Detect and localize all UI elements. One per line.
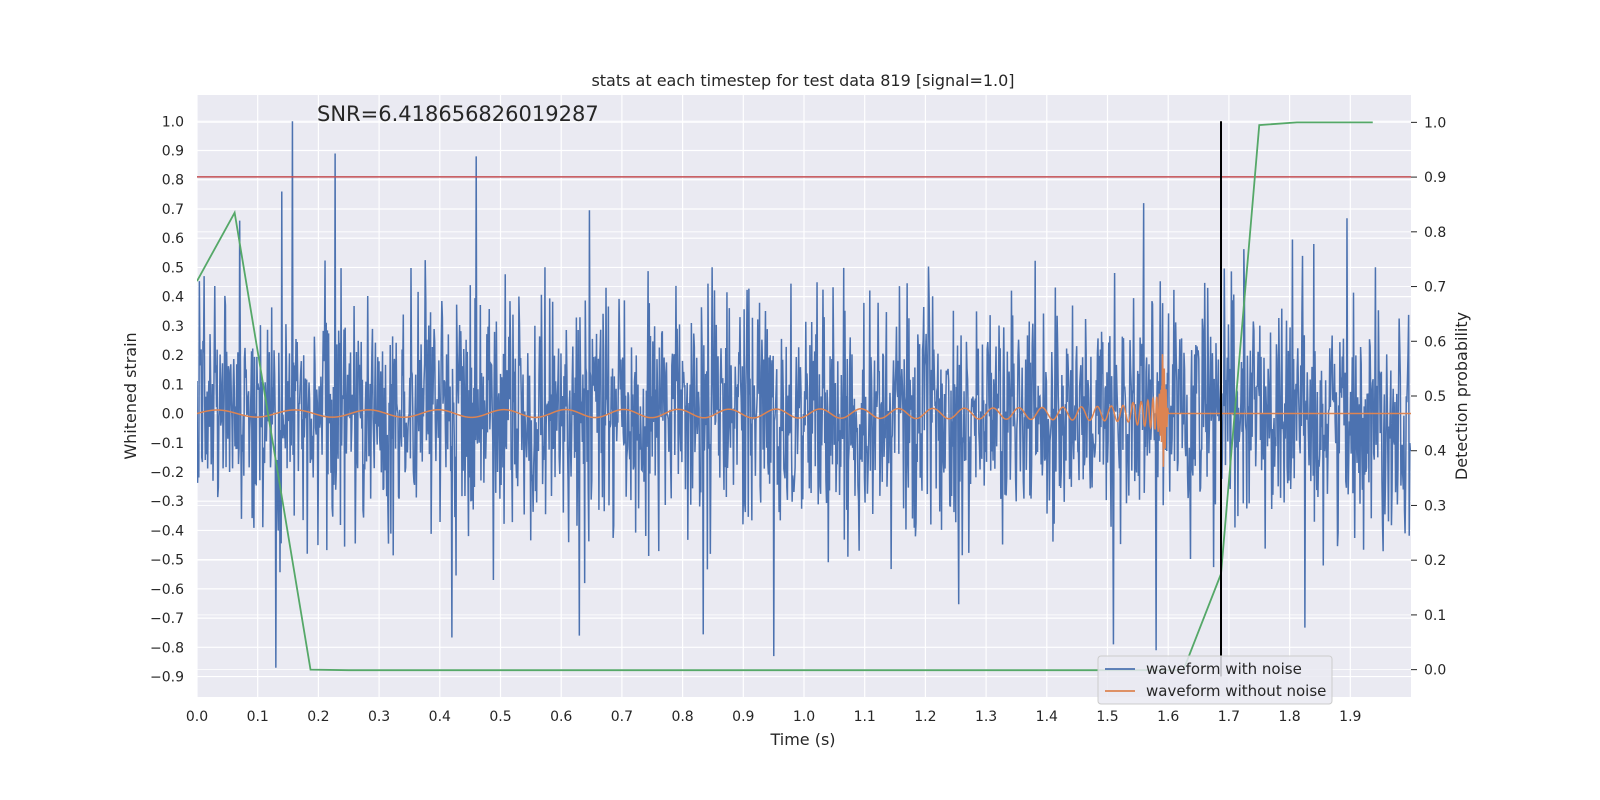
y2-tick-label: 0.6 xyxy=(1424,334,1446,350)
y-tick-label: −0.8 xyxy=(150,640,184,656)
y2-tick-labels: 1.0 0.9 0.8 0.7 0.6 0.5 0.4 0.3 0.2 0.1 0.0 xyxy=(1411,115,1446,679)
y-tick-label: 0.4 xyxy=(162,290,184,306)
x-tick-label: 1.9 xyxy=(1339,709,1361,725)
legend-label-clean: waveform without noise xyxy=(1146,682,1326,700)
x-tick-label: 1.7 xyxy=(1218,709,1240,725)
y-tick-label: −0.7 xyxy=(150,611,184,627)
x-axis-label: Time (s) xyxy=(769,730,835,749)
x-tick-label: 1.4 xyxy=(1036,709,1058,725)
y2-tick-label: 0.0 xyxy=(1424,663,1446,679)
x-tick-label: 0.2 xyxy=(307,709,329,725)
x-tick-label: 0.5 xyxy=(489,709,511,725)
x-tick-label: 1.1 xyxy=(854,709,876,725)
y-tick-label: −0.5 xyxy=(150,553,184,569)
y2-tick-label: 0.8 xyxy=(1424,225,1446,241)
series-line-clean xyxy=(197,354,1411,467)
x-tick-label: 1.6 xyxy=(1157,709,1179,725)
x-tick-label: 1.5 xyxy=(1096,709,1118,725)
snr-annotation: SNR=6.418656826019287 xyxy=(317,102,599,126)
y-tick-label: −0.3 xyxy=(150,494,184,510)
x-tick-label: 0.6 xyxy=(550,709,572,725)
x-tick-labels: 0.0 0.1 0.2 0.3 0.4 0.5 0.6 0.7 0.8 0.9 1.0 1.1 1.2 1… xyxy=(186,709,1362,725)
x-tick-label: 0.7 xyxy=(611,709,633,725)
y-tick-label: −0.4 xyxy=(150,523,184,539)
x-tick-label: 0.0 xyxy=(186,709,208,725)
y-tick-label: 0.1 xyxy=(162,377,184,393)
y-tick-labels: 1.0 0.9 0.8 0.7 0.6 0.5 0.4 0.3 0.2 0.1 0.0 −0.1 −0.… xyxy=(150,114,184,685)
y-tick-label: 0.3 xyxy=(162,319,184,335)
y-tick-label: −0.9 xyxy=(150,670,184,686)
y-tick-label: −0.1 xyxy=(150,436,184,452)
y2-tick-label: 0.9 xyxy=(1424,170,1446,186)
legend: waveform with noise waveform without noi… xyxy=(1097,655,1333,705)
x-tick-label: 1.0 xyxy=(793,709,815,725)
y-tick-label: 0.0 xyxy=(162,407,184,423)
y2-tick-label: 0.4 xyxy=(1424,444,1446,460)
x-tick-label: 0.1 xyxy=(247,709,269,725)
y2-axis-label: Detection probability xyxy=(1452,312,1471,480)
y2-tick-label: 0.3 xyxy=(1424,498,1446,514)
x-tick-label: 0.9 xyxy=(732,709,754,725)
x-tick-label: 0.3 xyxy=(368,709,390,725)
x-tick-label: 1.3 xyxy=(975,709,997,725)
y-tick-label: −0.2 xyxy=(150,465,184,481)
series-line-noise xyxy=(197,121,1411,668)
x-tick-label: 0.8 xyxy=(671,709,693,725)
y2-tick-label: 0.7 xyxy=(1424,280,1446,296)
y-tick-label: 0.9 xyxy=(162,144,184,160)
legend-box xyxy=(1097,655,1333,705)
x-tick-label: 1.8 xyxy=(1278,709,1300,725)
y-tick-label: −0.6 xyxy=(150,582,184,598)
x-tick-label: 0.4 xyxy=(429,709,451,725)
y2-tick-label: 0.5 xyxy=(1424,389,1446,405)
y-tick-label: 1.0 xyxy=(162,114,184,130)
y2-tick-label: 0.2 xyxy=(1424,553,1446,569)
y2-tick-label: 0.1 xyxy=(1424,608,1446,624)
chart-title: stats at each timestep for test data 819… xyxy=(591,71,1014,90)
y-tick-label: 0.5 xyxy=(162,260,184,276)
x-tick-label: 1.2 xyxy=(914,709,936,725)
y2-tick-label: 1.0 xyxy=(1424,115,1446,131)
y-tick-label: 0.2 xyxy=(162,348,184,364)
y-tick-label: 0.6 xyxy=(162,231,184,247)
y-tick-label: 0.8 xyxy=(162,173,184,189)
legend-label-noise: waveform with noise xyxy=(1146,660,1302,678)
y-tick-label: 0.7 xyxy=(162,202,184,218)
y-axis-label: Whitened strain xyxy=(121,332,140,459)
